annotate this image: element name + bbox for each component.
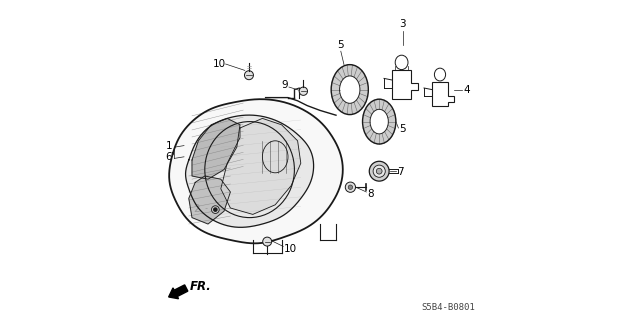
- Polygon shape: [189, 176, 230, 224]
- Circle shape: [348, 185, 353, 189]
- Text: 1: 1: [166, 141, 172, 151]
- Text: FR.: FR.: [189, 280, 211, 293]
- FancyArrow shape: [169, 285, 188, 299]
- Circle shape: [214, 208, 217, 211]
- Polygon shape: [186, 115, 314, 227]
- Polygon shape: [332, 65, 369, 115]
- Circle shape: [262, 237, 272, 246]
- Text: 5: 5: [399, 124, 406, 134]
- Polygon shape: [221, 118, 301, 214]
- Ellipse shape: [373, 165, 385, 177]
- Text: 2: 2: [193, 204, 207, 214]
- Text: 10: 10: [284, 244, 298, 254]
- Text: 9: 9: [282, 80, 288, 90]
- Text: 6: 6: [166, 152, 172, 163]
- Polygon shape: [169, 99, 343, 243]
- Circle shape: [244, 71, 253, 80]
- Text: 7: 7: [397, 167, 403, 177]
- Text: 4: 4: [463, 84, 470, 95]
- Text: 8: 8: [367, 188, 374, 199]
- Circle shape: [211, 206, 220, 213]
- Polygon shape: [192, 118, 240, 179]
- Text: 5: 5: [337, 40, 344, 50]
- Polygon shape: [363, 99, 396, 144]
- Text: 3: 3: [399, 20, 406, 29]
- Text: S5B4-B0801: S5B4-B0801: [422, 303, 475, 312]
- Text: 10: 10: [212, 59, 226, 69]
- Ellipse shape: [376, 168, 382, 174]
- Circle shape: [300, 87, 308, 95]
- Circle shape: [346, 182, 356, 192]
- Ellipse shape: [369, 161, 389, 181]
